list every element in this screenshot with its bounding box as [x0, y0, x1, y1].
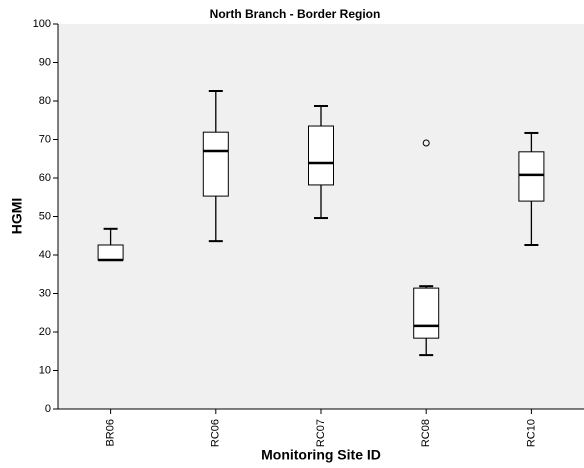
x-tick-label: RC06	[210, 419, 222, 447]
y-tick-label: 60	[39, 172, 51, 184]
box	[518, 151, 545, 202]
y-tick-label: 50	[39, 210, 51, 222]
y-tick-label: 30	[39, 287, 51, 299]
x-tick-label: RC08	[420, 419, 432, 447]
y-tick-label: 90	[39, 56, 51, 68]
y-tick-label: 70	[39, 133, 51, 145]
x-axis-title: Monitoring Site ID	[261, 447, 381, 463]
box	[308, 125, 334, 186]
x-tick-label: RC07	[315, 419, 327, 447]
x-tick-label: RC10	[525, 419, 537, 447]
x-tick-label: BR06	[105, 419, 117, 447]
y-tick-label: 20	[39, 326, 51, 338]
chart-title: North Branch - Border Region	[210, 7, 381, 21]
y-tick-label: 0	[45, 403, 51, 415]
y-tick-label: 80	[39, 95, 51, 107]
box	[202, 131, 229, 197]
y-tick-label: 40	[39, 249, 51, 261]
outlier	[422, 139, 430, 147]
box	[97, 244, 124, 261]
y-axis-title: HGMI	[9, 198, 25, 235]
y-tick-label: 100	[33, 18, 51, 30]
y-tick-label: 10	[39, 364, 51, 376]
box	[413, 287, 440, 339]
